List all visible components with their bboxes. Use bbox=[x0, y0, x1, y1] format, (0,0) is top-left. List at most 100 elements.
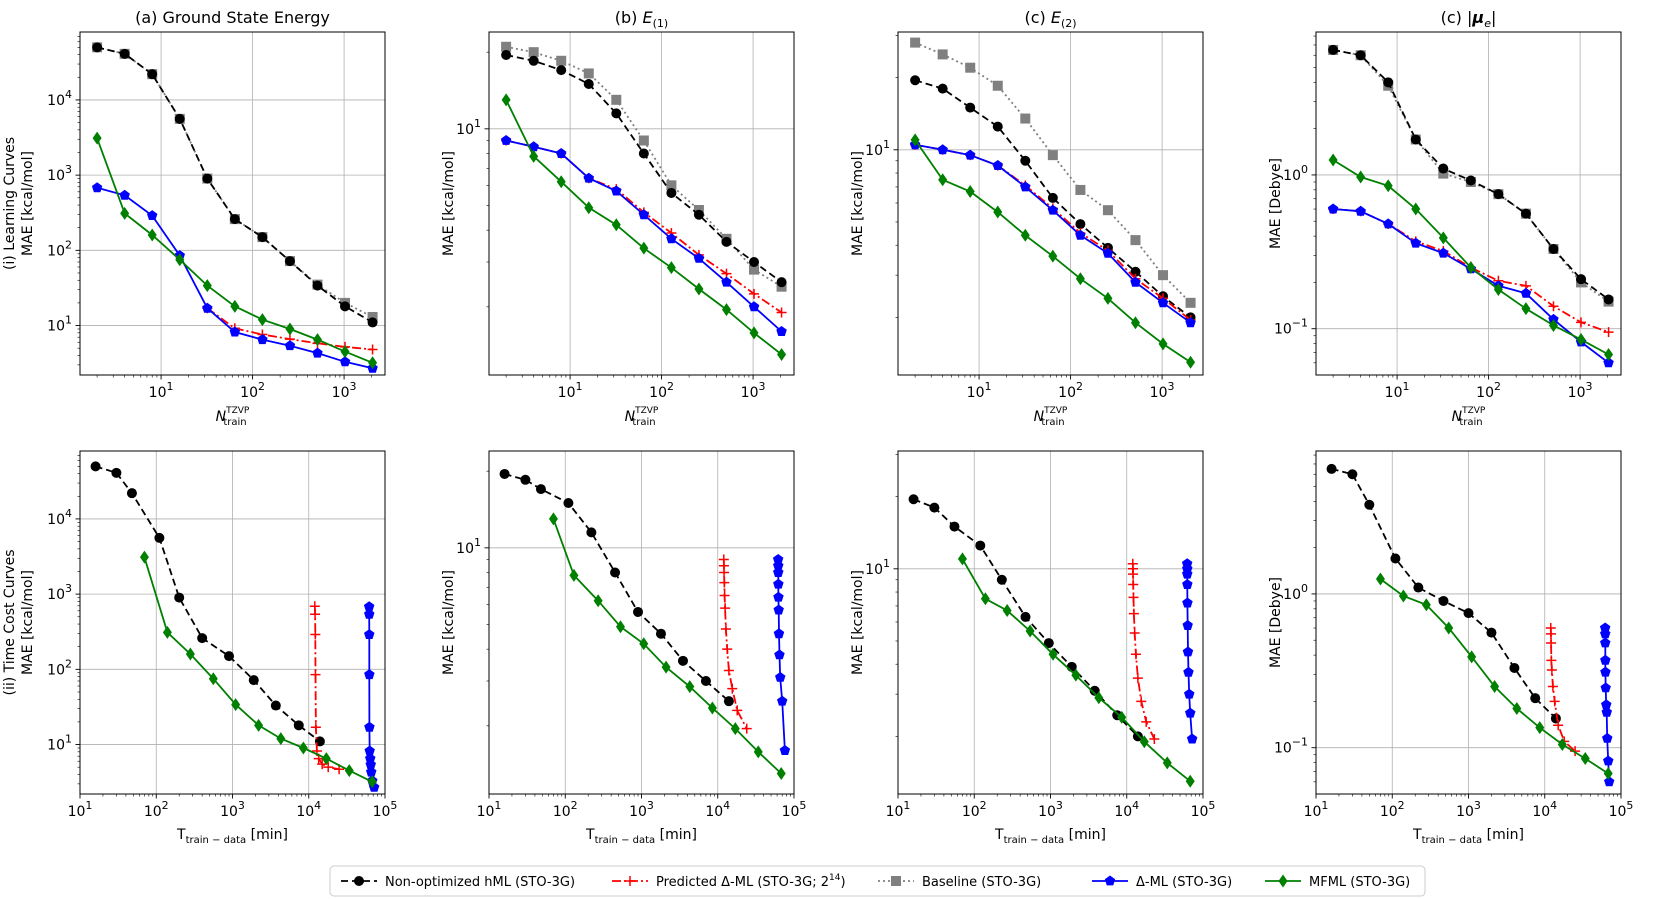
data-point-dml bbox=[772, 554, 784, 564]
legend-entry-nohml: Non-optimized hML (STO-3G) bbox=[341, 875, 575, 890]
series-line-pred bbox=[914, 143, 1192, 321]
grid bbox=[1316, 32, 1621, 375]
data-point-mfml bbox=[257, 313, 267, 327]
data-point-nohml bbox=[535, 484, 546, 495]
plot-frame bbox=[897, 31, 1204, 376]
data-point-dml bbox=[312, 347, 323, 358]
data-point-mfml bbox=[120, 206, 130, 220]
data-point-nohml bbox=[270, 700, 281, 711]
data-point-mfml bbox=[1328, 153, 1338, 167]
data-point-mfml bbox=[666, 261, 676, 275]
minor-ticks bbox=[486, 51, 781, 378]
data-point-mfml bbox=[980, 592, 990, 606]
data-point-nohml bbox=[633, 606, 644, 617]
data-point-mfml bbox=[340, 345, 350, 359]
chart-panel: 101 102 103 101 (c) E(2) NTZVP train MAE [kcal/… bbox=[850, 8, 1204, 428]
data-point-mfml bbox=[1185, 774, 1195, 788]
x-tick-label: 104 bbox=[1532, 799, 1557, 820]
data-point-dml bbox=[1600, 654, 1611, 665]
data-point-pred bbox=[1129, 627, 1140, 638]
series-line-pred bbox=[1131, 563, 1156, 740]
x-tick-label: 101 bbox=[68, 799, 93, 820]
data-point-pred bbox=[1130, 649, 1141, 660]
data-point-nohml bbox=[563, 497, 574, 508]
data-point-nohml bbox=[499, 468, 510, 479]
row-label: (i) Learning Curves bbox=[2, 137, 18, 270]
data-point-nohml bbox=[638, 148, 649, 159]
x-tick-label: 101 bbox=[967, 380, 992, 401]
data-point-base bbox=[638, 135, 649, 146]
chart-panel: 101 102 103 101 (b) E(1) NTZVP train MAE [kcal/… bbox=[441, 8, 795, 428]
data-point-mfml bbox=[344, 764, 354, 778]
y-axis-label: MAE [kcal/mol] bbox=[441, 151, 457, 256]
data-point-mfml bbox=[1493, 282, 1503, 296]
data-point-base bbox=[1020, 113, 1031, 124]
data-point-mfml bbox=[276, 732, 286, 746]
x-axis-label: NTZVP train bbox=[1452, 406, 1486, 428]
data-point-mfml bbox=[1025, 624, 1035, 638]
data-point-mfml bbox=[162, 625, 172, 639]
series-layer bbox=[499, 468, 791, 780]
legend-marker bbox=[625, 876, 635, 886]
data-point-mfml bbox=[584, 201, 594, 215]
data-point-mfml bbox=[1466, 261, 1476, 275]
x-tick-label: 104 bbox=[1114, 799, 1139, 820]
data-point-pred bbox=[310, 669, 321, 680]
data-point-pred bbox=[310, 629, 321, 640]
x-tick-label: 103 bbox=[629, 799, 654, 820]
data-point-dml bbox=[1327, 203, 1339, 214]
legend-entry-mfml: MFML (STO-3G) bbox=[1265, 874, 1410, 890]
x-axis-label: NTZVP train bbox=[216, 406, 250, 428]
data-point-mfml bbox=[321, 752, 331, 766]
data-point-nohml bbox=[312, 280, 323, 291]
x-tick-label: 105 bbox=[782, 799, 807, 820]
data-point-mfml bbox=[254, 718, 264, 732]
y-axis-label: MAE [kcal/mol] bbox=[850, 151, 866, 256]
data-point-mfml bbox=[593, 594, 603, 608]
x-tick-label: 102 bbox=[1476, 380, 1501, 401]
data-point-dml bbox=[773, 578, 784, 589]
data-point-mfml bbox=[1548, 318, 1558, 332]
data-point-pred bbox=[719, 567, 730, 578]
legend-marker bbox=[1278, 874, 1288, 888]
data-point-pred bbox=[1141, 716, 1152, 727]
data-point-nohml bbox=[1548, 243, 1559, 254]
data-point-mfml bbox=[1375, 572, 1385, 586]
x-tick-label: 102 bbox=[962, 799, 987, 820]
data-point-pred bbox=[1603, 327, 1614, 338]
data-point-mfml bbox=[208, 672, 218, 686]
data-point-dml bbox=[774, 649, 785, 660]
data-point-mfml bbox=[910, 133, 920, 147]
series-line-pred bbox=[313, 606, 340, 771]
plot-frame bbox=[79, 450, 386, 795]
y-tick-label: 102 bbox=[47, 657, 72, 678]
data-point-dml bbox=[693, 252, 705, 263]
data-point-nohml bbox=[586, 527, 597, 538]
data-point-nohml bbox=[1410, 134, 1421, 145]
data-point-nohml bbox=[1520, 208, 1531, 219]
data-point-base bbox=[556, 55, 567, 66]
x-axis-label: Ttrain − data [min] bbox=[1412, 827, 1524, 846]
x-tick-label: 104 bbox=[705, 799, 730, 820]
data-point-mfml bbox=[753, 745, 763, 759]
series-layer bbox=[91, 42, 378, 373]
series-line-pred bbox=[505, 139, 783, 314]
data-point-mfml bbox=[231, 698, 241, 712]
data-point-pred bbox=[749, 288, 760, 299]
data-point-mfml bbox=[1444, 621, 1454, 635]
grid bbox=[489, 451, 794, 794]
data-point-nohml bbox=[996, 574, 1007, 585]
data-point-mfml bbox=[1162, 756, 1172, 770]
legend: Non-optimized hML (STO-3G) Predicted Δ-ML… bbox=[329, 865, 1426, 897]
data-point-dml bbox=[500, 135, 512, 145]
data-point-nohml bbox=[1465, 175, 1476, 186]
data-point-dml bbox=[364, 721, 375, 732]
data-point-nohml bbox=[126, 488, 137, 499]
row-label: (ii) Time Cost Curves bbox=[2, 549, 18, 695]
data-point-nohml bbox=[1509, 662, 1520, 673]
data-point-mfml bbox=[501, 93, 511, 107]
data-point-nohml bbox=[174, 113, 185, 124]
data-point-dml bbox=[1520, 287, 1532, 298]
data-point-pred bbox=[1149, 734, 1160, 745]
